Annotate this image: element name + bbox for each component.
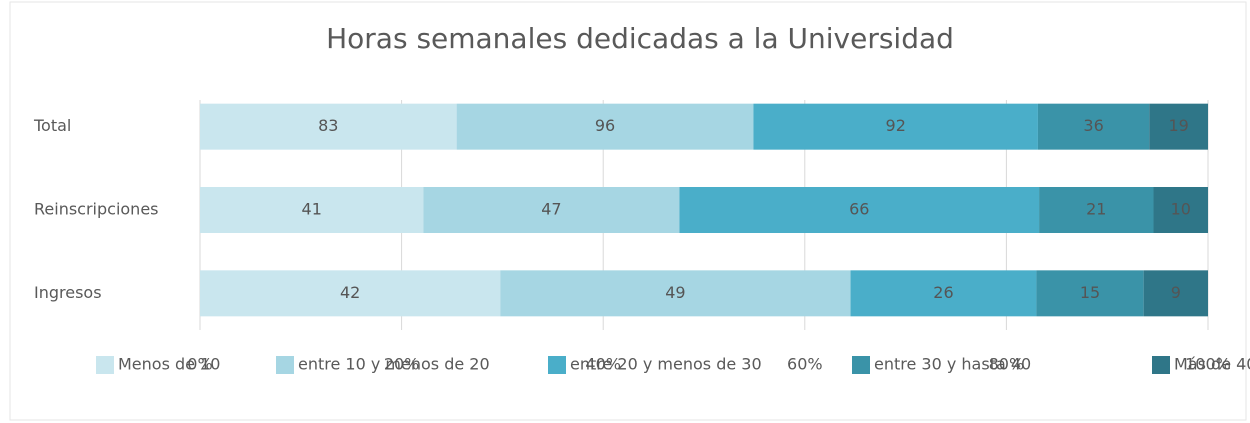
legend-label: entre 30 y hasta 40 (874, 355, 1031, 374)
x-tick-label: 100% (1185, 355, 1231, 374)
value-label: 19 (1168, 116, 1188, 135)
bar-segment (1143, 270, 1208, 317)
legend-swatch (276, 356, 294, 374)
value-label: 26 (933, 283, 953, 302)
value-label: 42 (340, 283, 360, 302)
bar-segment (456, 103, 754, 150)
bar-segment (753, 103, 1038, 150)
chart-title: Horas semanales dedicadas a la Universid… (326, 22, 954, 55)
x-tick-label: 60% (787, 355, 823, 374)
bar-segment (200, 103, 457, 150)
value-label: 92 (886, 116, 906, 135)
bar-segment (1153, 187, 1208, 233)
value-label: 49 (665, 283, 685, 302)
value-label: 36 (1083, 116, 1103, 135)
x-tick-label: 40% (585, 355, 621, 374)
legend-label: Más de 40 (1174, 355, 1250, 374)
value-label: 9 (1171, 283, 1181, 302)
legend-label: entre 10 y menos de 20 (298, 355, 490, 374)
bar-segment (850, 270, 1037, 317)
bar-segment (1037, 103, 1150, 150)
bar-segment (200, 187, 424, 233)
legend-swatch (548, 356, 566, 374)
legend-label: entre 20 y menos de 30 (570, 355, 762, 374)
bar-segment (1036, 270, 1144, 317)
value-label: 10 (1171, 200, 1191, 219)
y-tick-label: Reinscripciones (34, 200, 159, 219)
value-label: 21 (1086, 200, 1106, 219)
legend-swatch (852, 356, 870, 374)
legend-label: Menos de 10 (118, 355, 220, 374)
x-tick-label: 80% (989, 355, 1025, 374)
value-label: 41 (302, 200, 322, 219)
y-tick-label: Ingresos (34, 283, 102, 302)
bar-segment (500, 270, 851, 317)
value-label: 96 (595, 116, 615, 135)
value-label: 15 (1080, 283, 1100, 302)
x-tick-label: 20% (384, 355, 420, 374)
bar-segment (1149, 103, 1208, 150)
bar-segment (1039, 187, 1154, 233)
bar-segment (200, 270, 501, 317)
value-label: 66 (849, 200, 869, 219)
y-tick-label: Total (33, 116, 71, 135)
x-tick-label: 0% (187, 355, 212, 374)
bar-segment (679, 187, 1040, 233)
legend-swatch (1152, 356, 1170, 374)
value-label: 47 (541, 200, 561, 219)
value-label: 83 (318, 116, 338, 135)
bar-segment (423, 187, 680, 233)
legend-swatch (96, 356, 114, 374)
